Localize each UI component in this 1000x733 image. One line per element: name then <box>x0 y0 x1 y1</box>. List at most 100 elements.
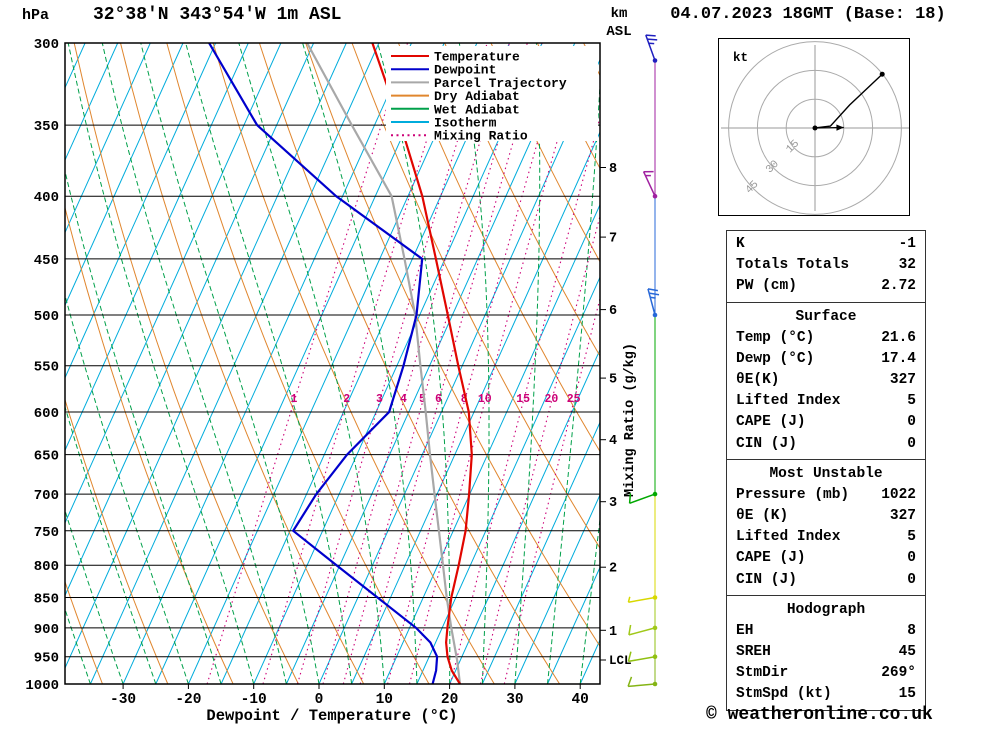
table-row: Lifted Index 5 <box>727 527 925 548</box>
table-section-surface: Surface Temp (°C) 21.6 Dewp (°C) 17.4 θE(K) 32… <box>727 301 925 459</box>
svg-text:Wet Adiabat: Wet Adiabat <box>434 102 520 117</box>
svg-text:-10: -10 <box>241 692 267 708</box>
svg-text:300: 300 <box>34 37 59 53</box>
svg-text:10: 10 <box>376 692 393 708</box>
svg-text:25: 25 <box>567 393 581 406</box>
table-row-label: CIN (J) <box>736 435 797 452</box>
table-section-hodograph: Hodograph EH 8 SREH 45 StmDir 269° StmSpd (kt) 1… <box>727 594 925 710</box>
svg-text:2: 2 <box>343 393 350 406</box>
hodograph-trace <box>814 73 883 129</box>
table-row: θE (K) 327 <box>727 506 925 527</box>
svg-text:Isotherm: Isotherm <box>434 116 497 131</box>
svg-text:0: 0 <box>315 692 324 708</box>
svg-text:450: 450 <box>34 253 59 269</box>
table-row-value: 1022 <box>881 486 916 503</box>
table-row-value: 0 <box>907 435 916 452</box>
table-row-value: 5 <box>907 393 916 410</box>
svg-text:8: 8 <box>461 393 468 406</box>
svg-text:5: 5 <box>609 373 617 388</box>
svg-text:LCL: LCL <box>609 654 632 668</box>
hodograph-point <box>879 71 885 77</box>
table-row-value: 269° <box>881 665 916 682</box>
svg-text:1: 1 <box>291 393 298 406</box>
svg-text:500: 500 <box>34 309 59 325</box>
copyright-footer: © weatheronline.co.uk <box>706 705 933 725</box>
svg-text:6: 6 <box>609 304 617 319</box>
hodograph-unit-label: kt <box>733 51 748 65</box>
table-row-label: StmDir <box>736 665 789 682</box>
svg-text:400: 400 <box>34 190 59 206</box>
table-row-label: K <box>736 236 745 252</box>
table-row: CAPE (J) 0 <box>727 548 925 569</box>
table-row: PW (cm) 2.72 <box>727 276 925 297</box>
svg-text:20: 20 <box>544 393 558 406</box>
table-row-value: 0 <box>907 550 916 567</box>
table-section-title: Surface <box>795 308 857 325</box>
altitude-unit-km: km <box>610 6 628 22</box>
table-section-title: Most Unstable <box>769 465 883 482</box>
svg-text:Mixing Ratio: Mixing Ratio <box>434 129 528 144</box>
table-row-label: CAPE (J) <box>736 414 806 431</box>
svg-text:900: 900 <box>34 622 59 638</box>
wind-barbs <box>627 34 660 688</box>
table-row: Lifted Index 5 <box>727 391 925 412</box>
svg-text:Dewpoint: Dewpoint <box>434 63 496 78</box>
svg-text:700: 700 <box>34 488 59 504</box>
svg-text:Temperature: Temperature <box>434 50 520 65</box>
svg-text:3: 3 <box>609 496 617 511</box>
table-row-label: Lifted Index <box>736 393 841 410</box>
table-row-label: StmSpd (kt) <box>736 686 832 703</box>
svg-text:4: 4 <box>609 434 617 449</box>
table-row: StmSpd (kt) 15 <box>727 684 925 705</box>
svg-text:40: 40 <box>571 692 588 708</box>
table-row-value: 45 <box>898 644 916 661</box>
x-axis-ticks: -30 -20 -10 0 10 20 30 40 <box>110 684 589 708</box>
svg-text:10: 10 <box>478 393 492 406</box>
svg-text:7: 7 <box>609 232 617 247</box>
svg-text:4: 4 <box>400 393 407 406</box>
table-row-value: 8 <box>907 622 916 639</box>
table-row-label: SREH <box>736 644 771 661</box>
table-row-value: 327 <box>889 372 916 389</box>
table-row: K -1 <box>727 234 925 255</box>
svg-text:1: 1 <box>609 625 617 640</box>
table-row-value: 21.6 <box>881 329 916 346</box>
svg-text:5: 5 <box>419 393 426 406</box>
svg-text:20: 20 <box>441 692 458 708</box>
svg-text:650: 650 <box>34 449 59 465</box>
table-section-title: Hodograph <box>786 601 866 618</box>
table-row-value: 17.4 <box>881 350 916 367</box>
altitude-unit-asl: ASL <box>606 24 632 40</box>
station-title: 32°38'N 343°54'W 1m ASL <box>93 5 342 25</box>
table-row: StmDir 269° <box>727 663 925 684</box>
svg-text:Parcel Trajectory: Parcel Trajectory <box>434 76 567 91</box>
table-row-label: θE (K) <box>736 508 789 525</box>
table-row-label: Temp (°C) <box>736 329 815 346</box>
table-section-indices: K -1 Totals Totals 32 PW (cm) 2.72 <box>727 231 925 302</box>
svg-text:-30: -30 <box>110 692 136 708</box>
temperature-curve <box>371 43 473 684</box>
mixing-ratio-axis-label: Mixing Ratio (g/kg) <box>623 343 638 497</box>
svg-text:30: 30 <box>506 692 523 708</box>
mixing-ratio-labels: 1 2 3 4 5 6 8 10 15 20 25 <box>291 393 581 406</box>
storm-motion-arrow <box>836 124 844 131</box>
table-row: Pressure (mb) 1022 <box>727 485 925 506</box>
table-row-label: Totals Totals <box>736 257 850 274</box>
table-row-value: 327 <box>889 508 916 525</box>
table-row: Temp (°C) 21.6 <box>727 328 925 349</box>
svg-text:-20: -20 <box>175 692 201 708</box>
table-row: SREH 45 <box>727 642 925 663</box>
table-row: θE(K) 327 <box>727 370 925 391</box>
svg-text:950: 950 <box>34 651 59 667</box>
table-row-label: Lifted Index <box>736 529 841 546</box>
table-row-value: 0 <box>907 414 916 431</box>
table-row-label: EH <box>736 622 754 639</box>
table-row: Dewp (°C) 17.4 <box>727 349 925 370</box>
table-row-label: CIN (J) <box>736 571 797 588</box>
table-row-label: PW (cm) <box>736 278 797 295</box>
svg-text:2: 2 <box>609 562 617 577</box>
indices-table: K -1 Totals Totals 32 PW (cm) 2.72 Surface Temp… <box>726 230 926 711</box>
